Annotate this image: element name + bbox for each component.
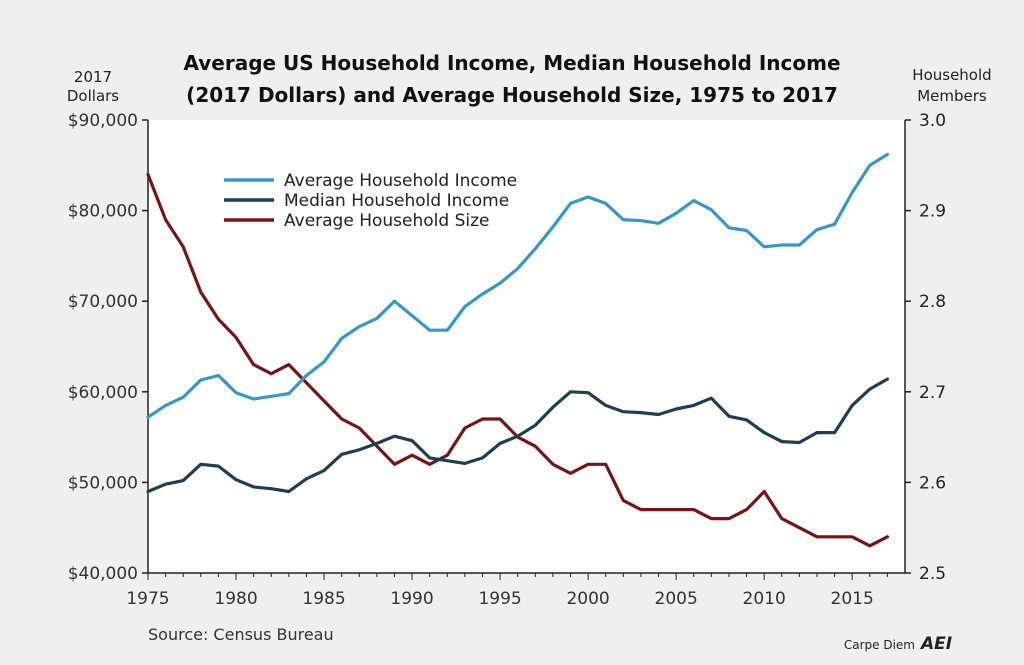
right-tick-label: 2.5 xyxy=(919,564,946,584)
x-tick-label: 2010 xyxy=(743,589,786,609)
legend-label: Median Household Income xyxy=(284,191,509,211)
right-tick-label: 2.6 xyxy=(919,473,946,493)
x-tick-label: 1975 xyxy=(126,589,169,609)
right-axis-head-line2: Members xyxy=(917,87,987,105)
left-tick-label: $50,000 xyxy=(68,473,138,493)
x-tick-label: 1985 xyxy=(302,589,345,609)
series-line-average-household-income xyxy=(146,152,890,419)
chart-title-line1: Average US Household Income, Median Hous… xyxy=(183,51,840,75)
right-tick-label: 2.7 xyxy=(919,383,946,403)
right-axis-head-line1: Household xyxy=(912,66,991,84)
left-axis-head-line2: Dollars xyxy=(67,87,119,105)
left-tick-label: $90,000 xyxy=(68,111,138,131)
left-tick-label: $70,000 xyxy=(68,292,138,312)
plot-area xyxy=(148,120,905,573)
series-lines-group xyxy=(146,152,890,548)
left-tick-label: $80,000 xyxy=(68,202,138,222)
aei-logo: AEI xyxy=(919,634,952,654)
right-tick-label: 2.8 xyxy=(919,292,946,312)
left-tick-label: $60,000 xyxy=(68,383,138,403)
legend-label: Average Household Income xyxy=(284,171,517,191)
x-tick-label: 1995 xyxy=(478,589,521,609)
right-tick-label: 2.9 xyxy=(919,202,946,222)
right-tick-label: 3.0 xyxy=(919,111,946,131)
x-tick-label: 2000 xyxy=(566,589,609,609)
x-tick-label: 2005 xyxy=(655,589,698,609)
source-note: Source: Census Bureau xyxy=(148,625,334,644)
axes-group: $40,000 $50,000 $60,000 $70,000 $80,000 $90,0… xyxy=(68,111,946,609)
credit-text: Carpe Diem xyxy=(844,638,915,652)
legend-label: Average Household Size xyxy=(284,211,489,231)
chart-title-line2: (2017 Dollars) and Average Household Siz… xyxy=(186,83,838,107)
series-line-median-household-income xyxy=(146,377,890,494)
x-tick-label: 2015 xyxy=(831,589,874,609)
x-tick-label: 1980 xyxy=(214,589,257,609)
left-axis-head-line1: 2017 xyxy=(74,68,112,86)
x-tick-label: 1990 xyxy=(390,589,433,609)
left-tick-label: $40,000 xyxy=(68,564,138,584)
